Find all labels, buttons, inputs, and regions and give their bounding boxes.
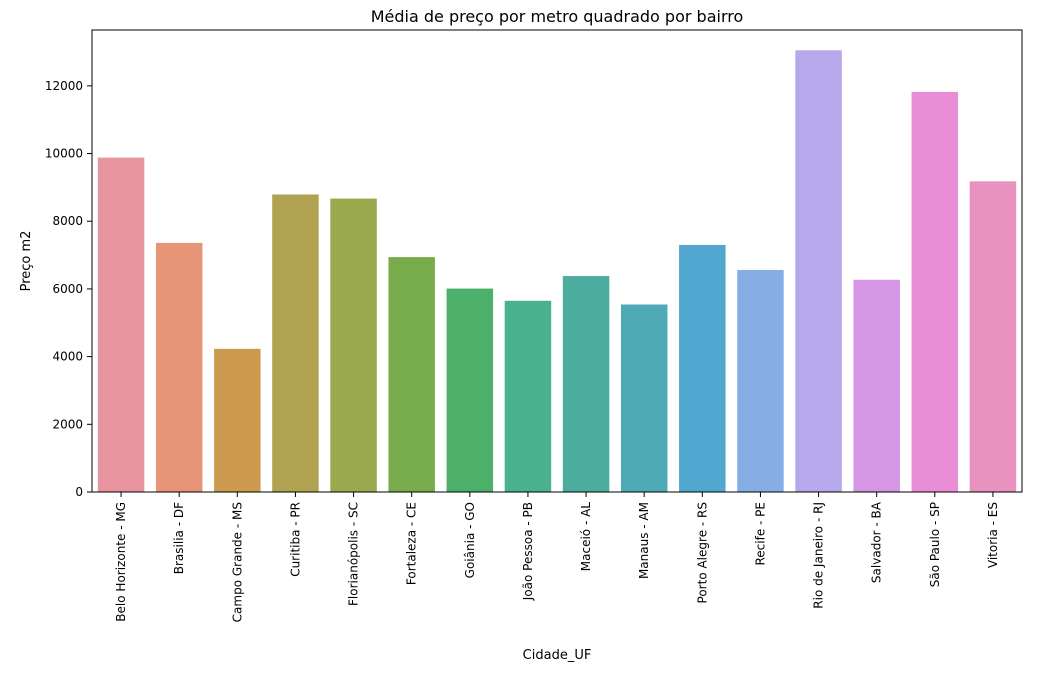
bar bbox=[795, 50, 842, 493]
x-tick-label: Campo Grande - MS bbox=[230, 502, 244, 622]
bar bbox=[272, 194, 319, 492]
x-tick-label: Fortaleza - CE bbox=[405, 502, 419, 585]
bar bbox=[446, 288, 494, 492]
x-tick-label: Manaus - AM bbox=[637, 502, 651, 579]
y-tick-label: 2000 bbox=[52, 417, 83, 431]
y-tick-label: 12000 bbox=[45, 79, 83, 93]
x-tick-label: Maceió - AL bbox=[579, 502, 593, 572]
x-tick-label: Florianópolis - SC bbox=[347, 502, 361, 606]
y-tick-label: 10000 bbox=[45, 147, 83, 161]
bar bbox=[155, 242, 203, 492]
bar bbox=[504, 300, 552, 492]
y-tick-label: 6000 bbox=[52, 282, 83, 296]
y-axis-label: Preço m2 bbox=[19, 231, 34, 292]
bars bbox=[97, 50, 1017, 493]
bar bbox=[97, 157, 145, 492]
x-axis-label: Cidade_UF bbox=[523, 648, 592, 663]
x-tick-label: Curitiba - PR bbox=[288, 502, 302, 577]
x-tick-label: Porto Alegre - RS bbox=[695, 502, 709, 603]
bar bbox=[737, 269, 784, 492]
x-axis: Belo Horizonte - MG Brasilia - DF Campo Gr… bbox=[114, 492, 1000, 622]
x-tick-label: Recife - PE bbox=[753, 502, 767, 566]
bar bbox=[388, 257, 435, 492]
bar bbox=[853, 279, 900, 492]
plot-frame bbox=[91, 29, 1023, 493]
x-tick-label: Brasilia - DF bbox=[172, 502, 186, 574]
bar bbox=[679, 244, 726, 492]
y-tick-label: 4000 bbox=[52, 350, 83, 364]
bar bbox=[911, 91, 959, 492]
y-tick-label: 0 bbox=[75, 485, 83, 499]
x-tick-label: João Pessoa - PB bbox=[521, 502, 535, 601]
bar bbox=[214, 348, 261, 492]
x-tick-label: Belo Horizonte - MG bbox=[114, 502, 128, 622]
x-tick-label: Goiânia - GO bbox=[463, 502, 477, 578]
bar bbox=[562, 276, 610, 492]
chart-title: Média de preço por metro quadrado por ba… bbox=[371, 7, 744, 26]
x-tick-label: Rio de Janeiro - RJ bbox=[812, 502, 826, 609]
x-tick-label: Salvador - BA bbox=[870, 501, 884, 583]
bar bbox=[969, 181, 1017, 493]
x-tick-label: Vitoria - ES bbox=[986, 502, 1000, 568]
bar bbox=[330, 198, 377, 493]
x-tick-label: São Paulo - SP bbox=[928, 502, 942, 587]
y-tick-label: 8000 bbox=[52, 214, 83, 228]
y-axis: 0 2000 4000 6000 8000 10000 12000 bbox=[45, 79, 92, 499]
bar bbox=[620, 304, 668, 492]
